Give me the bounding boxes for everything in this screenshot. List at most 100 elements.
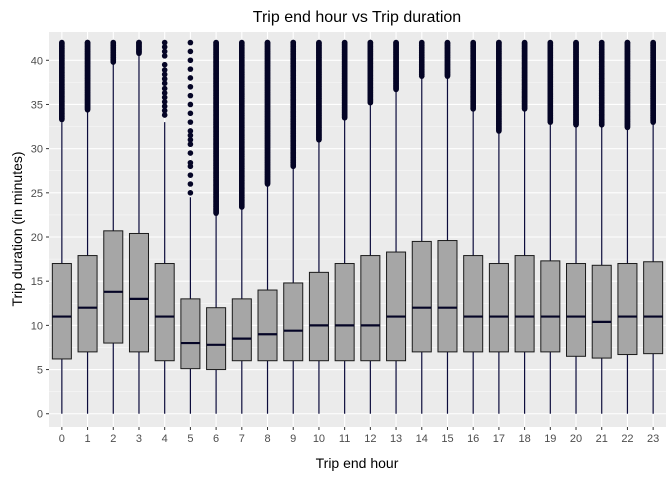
outlier-point [547, 39, 554, 46]
x-tick-label: 1 [85, 433, 91, 445]
outlier-point [187, 159, 194, 166]
box-body [154, 263, 175, 362]
box-body [360, 255, 381, 362]
outlier-point [161, 107, 168, 114]
box-23 [643, 39, 664, 414]
x-tick-label: 14 [416, 433, 428, 445]
box-20 [566, 39, 587, 414]
box-17 [488, 39, 509, 414]
outlier-point [161, 94, 168, 101]
box-body [463, 255, 484, 353]
outlier-point [496, 39, 502, 46]
outlier-point [161, 53, 168, 59]
outlier-point [187, 48, 194, 55]
box-body [566, 263, 587, 357]
plot-panel [49, 32, 666, 427]
outlier-point [624, 39, 631, 46]
outlier-point [187, 57, 194, 64]
box-3 [128, 39, 149, 414]
outlier-point [444, 39, 451, 46]
x-tick-label: 7 [239, 433, 245, 445]
outlier-point [136, 39, 142, 46]
outlier-point [393, 39, 399, 46]
box-12 [360, 39, 381, 414]
box-body [180, 298, 201, 370]
outlier-point [521, 39, 528, 46]
box-body [488, 263, 509, 353]
outlier-point [470, 39, 476, 46]
box-14 [411, 39, 432, 414]
x-tick-label: 15 [441, 433, 453, 445]
box-10 [308, 39, 329, 414]
outlier-point [161, 112, 168, 118]
box-2 [103, 39, 124, 414]
box-body [411, 240, 432, 353]
x-tick-label: 2 [110, 433, 116, 445]
x-tick-label: 5 [187, 433, 193, 445]
outlier-point [161, 76, 168, 82]
outlier-point [161, 71, 168, 78]
box-body [540, 260, 561, 353]
outlier-point [341, 39, 348, 46]
box-19 [540, 39, 561, 414]
x-tick-label: 19 [544, 433, 556, 445]
y-tick-label: 25 [31, 188, 43, 200]
x-tick-label: 23 [647, 433, 659, 445]
x-tick-label: 8 [264, 433, 270, 445]
outlier-point [161, 103, 168, 110]
outlier-point [316, 39, 322, 46]
outlier-point [598, 39, 605, 46]
outlier-point [187, 172, 194, 178]
outlier-point [59, 39, 65, 46]
outlier-point [187, 132, 194, 139]
box-11 [334, 39, 355, 414]
outlier-point [187, 137, 194, 143]
outlier-point [187, 83, 194, 90]
outlier-point [213, 39, 219, 46]
x-tick-label: 16 [467, 433, 479, 445]
box-18 [514, 39, 535, 414]
outlier-point [187, 92, 194, 99]
box-16 [463, 39, 484, 414]
outlier-point [187, 141, 194, 148]
box-13 [386, 39, 407, 414]
box-5 [180, 39, 201, 414]
x-tick-label: 12 [364, 433, 376, 445]
box-body [257, 289, 278, 362]
box-body [386, 251, 407, 362]
outlier-point [187, 119, 194, 125]
y-tick-label: 15 [31, 276, 43, 288]
outlier-point [161, 99, 168, 105]
chart-title: Trip end hour vs Trip duration [253, 9, 461, 26]
outlier-point [367, 39, 374, 46]
box-7 [231, 39, 252, 414]
outlier-point [187, 75, 194, 81]
outlier-point [84, 39, 91, 46]
x-tick-label: 9 [290, 433, 296, 445]
box-body [308, 271, 329, 362]
box-6 [206, 39, 227, 414]
box-body [231, 298, 252, 362]
outlier-point [187, 101, 194, 108]
outlier-point [239, 39, 245, 46]
outlier-point [110, 39, 117, 46]
box-body [128, 232, 149, 353]
outlier-point [290, 39, 297, 46]
box-body [206, 307, 227, 371]
box-body [591, 264, 612, 359]
x-tick-label: 21 [596, 433, 608, 445]
box-15 [437, 39, 458, 414]
y-tick-label: 30 [31, 144, 43, 156]
box-body [283, 282, 304, 362]
box-8 [257, 39, 278, 414]
y-tick-label: 0 [37, 409, 43, 421]
y-axis-title: Trip duration (in minutes) [9, 151, 25, 306]
outlier-point [161, 80, 168, 87]
y-tick-label: 40 [31, 55, 43, 67]
x-tick-label: 3 [136, 433, 142, 445]
box-body [103, 230, 124, 344]
x-tick-label: 20 [570, 433, 582, 445]
box-body [334, 263, 355, 362]
y-axis-ticks: 0 5 10 15 20 25 30 35 40 [31, 55, 49, 421]
